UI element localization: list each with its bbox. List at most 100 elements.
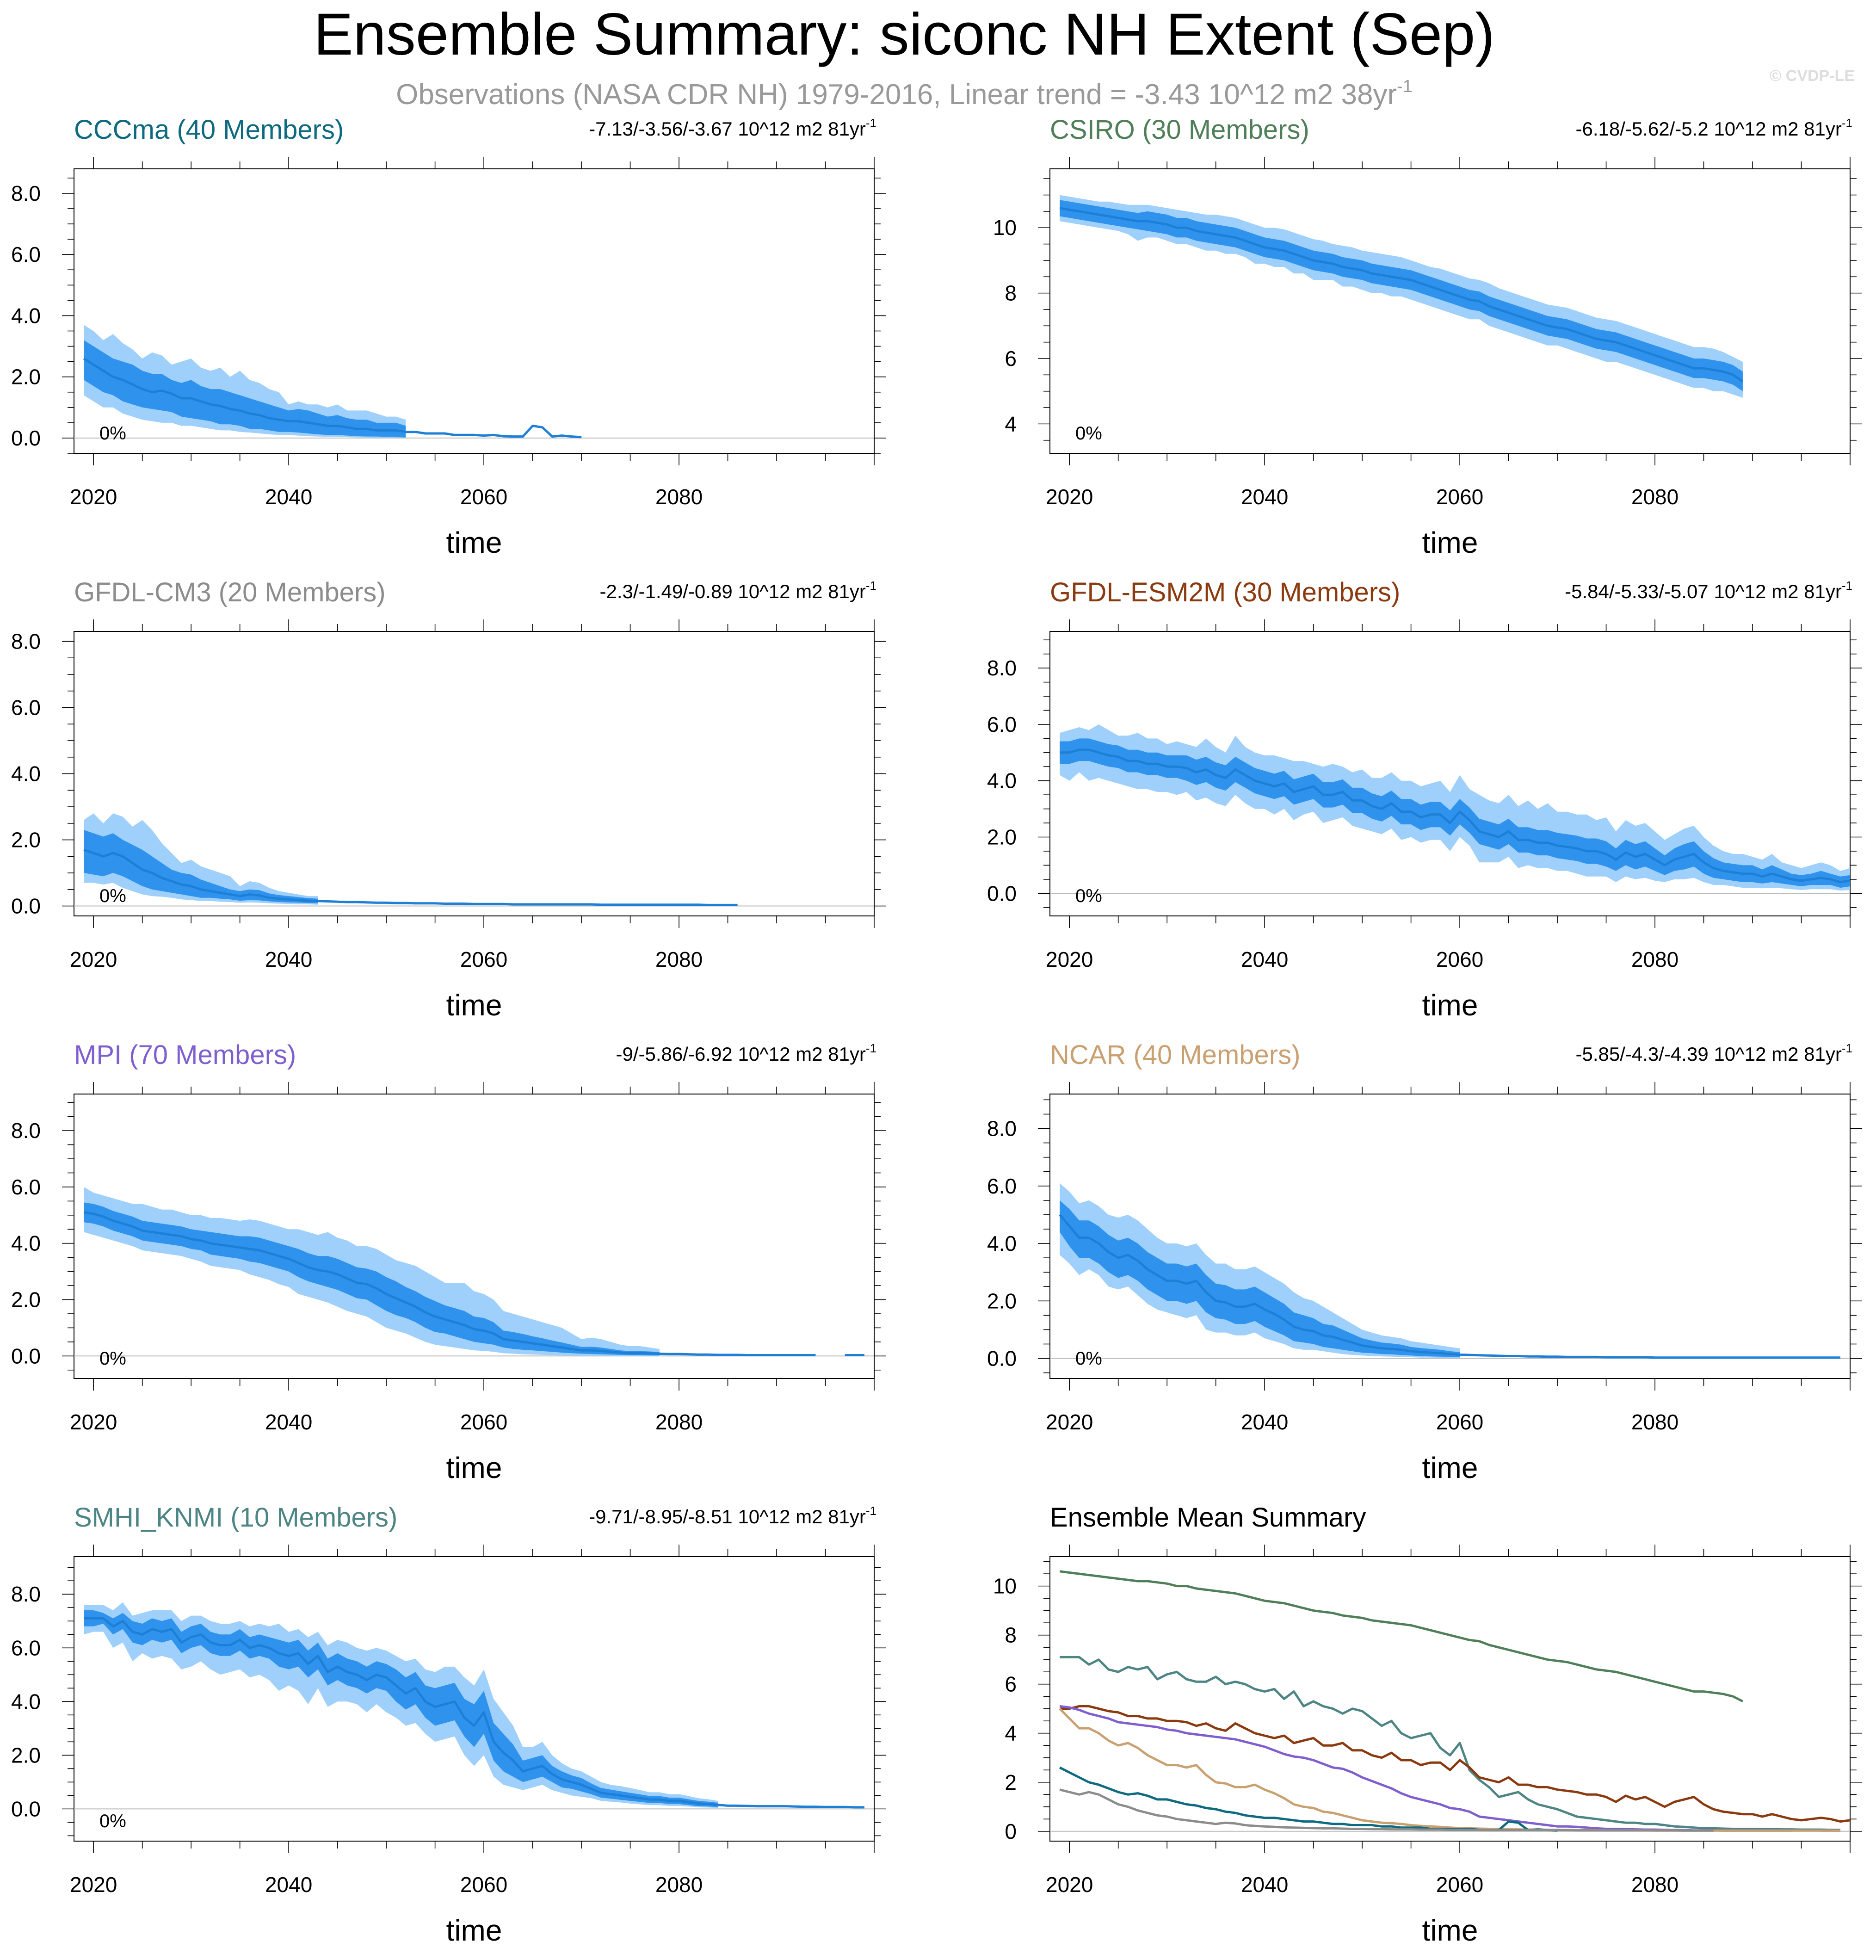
x-axis-label: time xyxy=(1422,1451,1478,1484)
y-tick-label: 4.0 xyxy=(11,1231,41,1255)
panel-title: GFDL-CM3 (20 Members) xyxy=(74,577,386,607)
y-tick-label: 0.0 xyxy=(11,1344,41,1368)
panel-title: CSIRO (30 Members) xyxy=(1050,115,1309,145)
x-axis-label: time xyxy=(1422,526,1478,559)
panel-trend-sup: -1 xyxy=(1842,1041,1852,1055)
y-tick-label: 8 xyxy=(1005,1623,1017,1647)
y-tick-label: 4.0 xyxy=(11,762,41,786)
plot-frame xyxy=(1049,1556,1851,1842)
ensemble-mean-line xyxy=(1060,748,1851,884)
x-tick-label: 2020 xyxy=(70,947,117,971)
x-tick-label: 2020 xyxy=(70,485,117,509)
panel-title: MPI (70 Members) xyxy=(74,1040,296,1070)
y-tick-label: 0.0 xyxy=(11,894,41,918)
panel-7: SMHI_KNMI (10 Members) -9.71/-8.95/-8.51 … xyxy=(11,1502,886,1947)
x-axis-label: time xyxy=(446,989,502,1022)
ensemble-mean-line xyxy=(83,357,582,439)
panel-4: GFDL-ESM2M (30 Members) -5.84/-5.33/-5.07… xyxy=(987,577,1862,1022)
y-tick-label: 2.0 xyxy=(987,1289,1017,1313)
y-tick-label: 6.0 xyxy=(11,242,41,266)
inner-spread-band xyxy=(84,340,406,438)
y-tick-label: 10 xyxy=(993,1574,1017,1598)
x-tick-label: 2080 xyxy=(1631,1410,1679,1434)
inner-spread-band xyxy=(1060,1200,1460,1357)
percent-label: 0% xyxy=(1075,886,1102,906)
figure-subtitle-main: Observations (NASA CDR NH) 1979-2016, Li… xyxy=(396,79,1397,111)
x-tick-label: 2080 xyxy=(655,947,703,971)
x-tick-label: 2060 xyxy=(460,485,507,509)
x-axis-label: time xyxy=(1422,1914,1478,1947)
x-tick-label: 2060 xyxy=(1436,947,1483,971)
x-tick-label: 2080 xyxy=(1631,1873,1679,1897)
percent-label: 0% xyxy=(99,1811,126,1831)
x-tick-label: 2040 xyxy=(1241,485,1288,509)
y-tick-label: 8.0 xyxy=(11,1119,41,1143)
x-axis-label: time xyxy=(446,1914,502,1947)
panel-6: NCAR (40 Members) -5.85/-4.3/-4.39 10^12 … xyxy=(987,1040,1862,1484)
panel-trend-sup: -1 xyxy=(1842,116,1852,130)
panel-trend-sup: -1 xyxy=(866,1041,876,1055)
panel-5: MPI (70 Members) -9/-5.86/-6.92 10^12 m2 … xyxy=(11,1040,886,1484)
y-tick-label: 4.0 xyxy=(11,303,41,328)
percent-label: 0% xyxy=(99,1348,126,1369)
x-tick-label: 2080 xyxy=(655,1410,703,1434)
ensemble-mean-line xyxy=(83,1211,864,1356)
x-tick-label: 2020 xyxy=(1046,1873,1093,1897)
x-tick-label: 2020 xyxy=(1046,485,1093,509)
y-tick-label: 6.0 xyxy=(987,1174,1017,1198)
y-tick-label: 2.0 xyxy=(987,825,1017,849)
ensemble-mean-line xyxy=(1059,207,1744,383)
panel-trend-text: -9/-5.86/-6.92 10^12 m2 81yr xyxy=(616,1043,866,1065)
x-axis-label: time xyxy=(1422,989,1478,1022)
panel-trend: -9/-5.86/-6.92 10^12 m2 81yr-1 xyxy=(616,1041,876,1065)
x-tick-label: 2080 xyxy=(655,1873,703,1897)
y-tick-label: 6.0 xyxy=(11,1636,41,1660)
x-tick-label: 2040 xyxy=(1241,1873,1288,1897)
plot-frame xyxy=(1049,1094,1851,1379)
x-tick-label: 2060 xyxy=(1436,1410,1483,1434)
panel-title: GFDL-ESM2M (30 Members) xyxy=(1050,577,1400,607)
x-tick-label: 2060 xyxy=(1436,485,1483,509)
y-tick-label: 4 xyxy=(1005,412,1017,436)
x-tick-label: 2080 xyxy=(655,485,703,509)
panel-trend-text: -7.13/-3.56/-3.67 10^12 m2 81yr xyxy=(589,118,866,140)
x-tick-label: 2040 xyxy=(1241,1410,1288,1434)
panel-2: CSIRO (30 Members) -6.18/-5.62/-5.2 10^12… xyxy=(993,115,1862,559)
ensemble-mean-line xyxy=(83,848,738,906)
panel-1: CCCma (40 Members) -7.13/-3.56/-3.67 10^1… xyxy=(11,115,886,559)
panel-trend: -5.85/-4.3/-4.39 10^12 m2 81yr-1 xyxy=(1576,1041,1853,1065)
y-tick-label: 6.0 xyxy=(11,1175,41,1199)
panel-trend: -6.18/-5.62/-5.2 10^12 m2 81yr-1 xyxy=(1576,116,1853,140)
series-line-gfdl-esm2m xyxy=(1060,1705,1851,1823)
x-tick-label: 2060 xyxy=(1436,1873,1483,1897)
series-line-csiro xyxy=(1059,1570,1744,1703)
y-tick-label: 2.0 xyxy=(11,828,41,852)
panel-trend-text: -5.84/-5.33/-5.07 10^12 m2 81yr xyxy=(1565,581,1842,602)
x-tick-label: 2020 xyxy=(70,1873,117,1897)
inner-spread-band xyxy=(84,1202,660,1356)
x-axis-label: time xyxy=(446,1451,502,1484)
y-tick-label: 4 xyxy=(1005,1721,1017,1745)
y-tick-label: 4.0 xyxy=(11,1689,41,1713)
panel-trend: -9.71/-8.95/-8.51 10^12 m2 81yr-1 xyxy=(589,1504,876,1527)
ensemble-mean-line xyxy=(1059,1214,1840,1359)
y-tick-label: 0.0 xyxy=(987,881,1017,905)
percent-label: 0% xyxy=(1075,423,1102,444)
panel-trend-sup: -1 xyxy=(866,1504,876,1518)
panel-trend: -5.84/-5.33/-5.07 10^12 m2 81yr-1 xyxy=(1565,579,1852,602)
x-tick-label: 2020 xyxy=(70,1410,117,1434)
figure-subtitle-sup: -1 xyxy=(1397,77,1413,96)
y-tick-label: 4.0 xyxy=(987,769,1017,793)
x-tick-label: 2040 xyxy=(265,947,312,971)
y-tick-label: 4.0 xyxy=(987,1231,1017,1255)
panel-trend-sup: -1 xyxy=(1842,579,1852,593)
inner-spread-band xyxy=(1060,738,1850,888)
x-tick-label: 2040 xyxy=(265,485,312,509)
y-tick-label: 8.0 xyxy=(11,181,41,205)
y-tick-label: 6 xyxy=(1005,1672,1017,1696)
figure-title: Ensemble Summary: siconc NH Extent (Sep) xyxy=(314,1,1495,68)
watermark: © CVDP-LE xyxy=(1770,67,1855,85)
y-tick-label: 2 xyxy=(1005,1770,1017,1794)
panel-trend: -7.13/-3.56/-3.67 10^12 m2 81yr-1 xyxy=(589,116,876,140)
y-tick-label: 2.0 xyxy=(11,1288,41,1312)
